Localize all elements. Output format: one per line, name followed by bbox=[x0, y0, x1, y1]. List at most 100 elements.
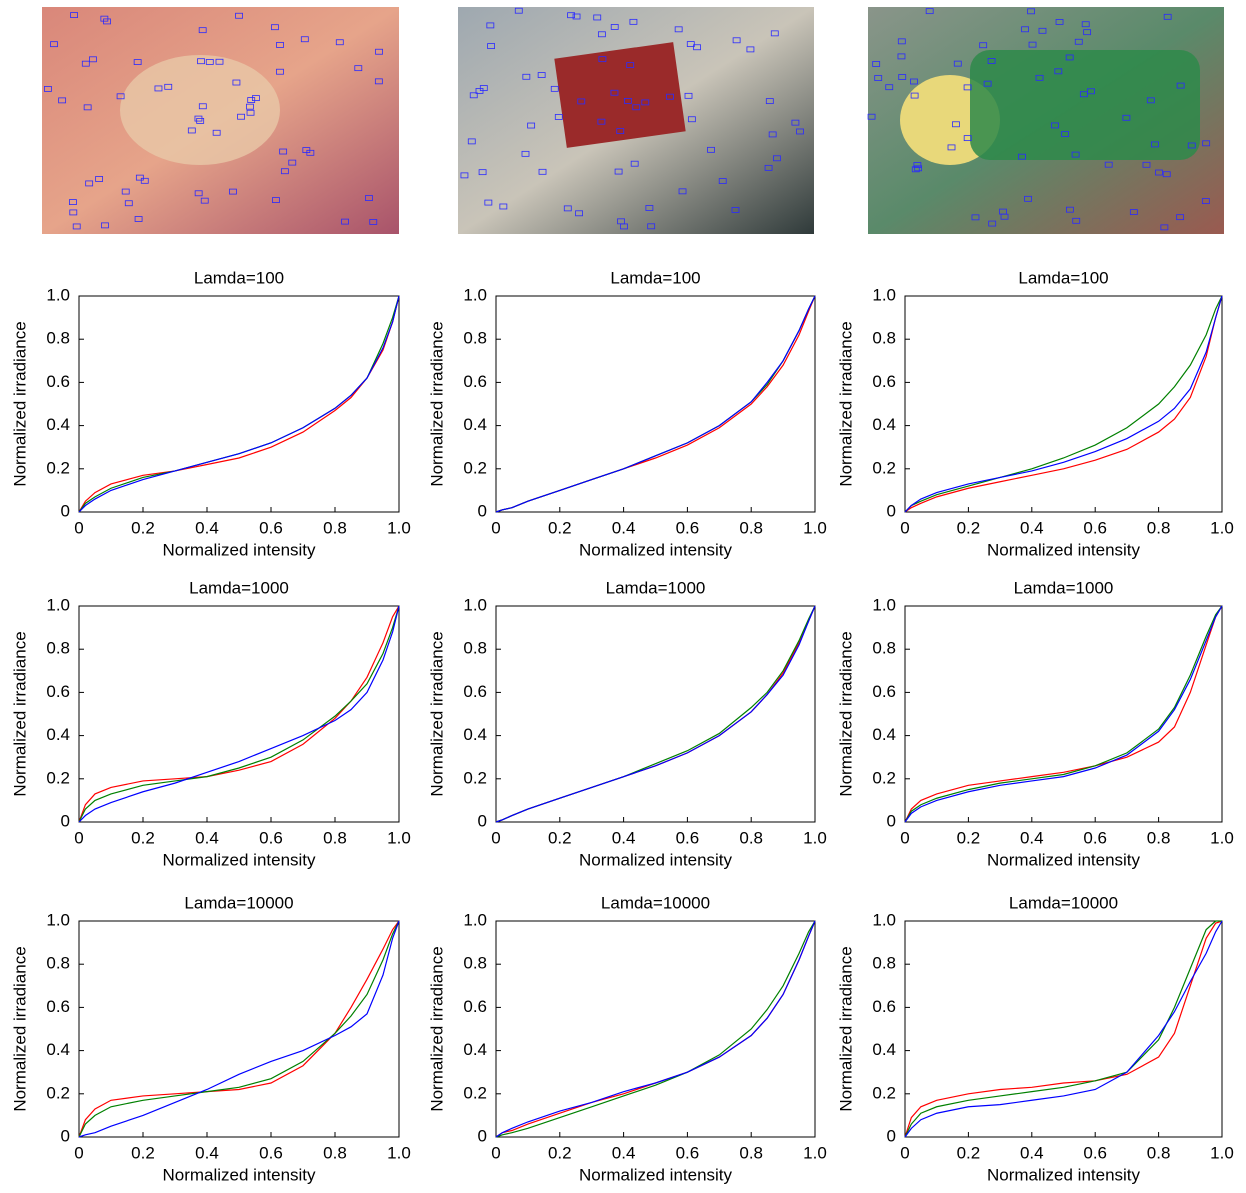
x-tick-label: 0.6 bbox=[259, 518, 283, 537]
feature-marker bbox=[610, 89, 619, 96]
feature-marker bbox=[1027, 8, 1035, 15]
feature-marker bbox=[645, 205, 654, 211]
y-tick-label: 0 bbox=[478, 1126, 487, 1145]
chart-title: Lamda=10000 bbox=[601, 893, 710, 912]
feature-marker bbox=[718, 178, 727, 184]
feature-marker bbox=[101, 222, 109, 229]
x-tick-label: 1.0 bbox=[803, 1143, 827, 1162]
feature-marker bbox=[765, 98, 774, 105]
y-tick-label: 0.6 bbox=[463, 372, 487, 391]
x-tick-label: 0.4 bbox=[1020, 518, 1044, 537]
feature-marker bbox=[773, 155, 781, 162]
feature-marker bbox=[1021, 26, 1029, 33]
feature-marker bbox=[768, 131, 777, 138]
feature-marker bbox=[246, 109, 255, 116]
y-tick-label: 0.8 bbox=[46, 329, 70, 348]
feature-marker bbox=[1054, 68, 1063, 75]
y-tick-label: 0 bbox=[887, 1126, 896, 1145]
feature-marker bbox=[538, 168, 547, 175]
feature-marker bbox=[469, 92, 478, 99]
x-tick-label: 0.4 bbox=[612, 828, 636, 847]
feature-marker bbox=[229, 188, 237, 195]
feature-marker bbox=[487, 43, 495, 49]
x-axis-label: Normalized intensity bbox=[579, 850, 733, 869]
x-tick-label: 0.8 bbox=[1147, 1143, 1171, 1162]
feature-marker bbox=[1083, 29, 1092, 36]
feature-marker bbox=[134, 216, 143, 222]
feature-marker bbox=[616, 128, 625, 135]
feature-marker bbox=[484, 199, 493, 206]
x-tick-label: 0.4 bbox=[1020, 828, 1044, 847]
chart-title: Lamda=100 bbox=[610, 268, 700, 287]
feature-marker bbox=[276, 42, 284, 48]
data-line bbox=[78, 605, 400, 823]
feature-marker bbox=[791, 119, 800, 126]
y-tick-label: 0.6 bbox=[46, 682, 70, 701]
x-tick-label: 0 bbox=[74, 1143, 83, 1162]
feature-marker bbox=[1176, 82, 1185, 89]
x-tick-label: 1.0 bbox=[387, 1143, 411, 1162]
feature-marker bbox=[154, 85, 163, 92]
feature-marker bbox=[341, 218, 349, 225]
plot-frame bbox=[904, 295, 1223, 513]
feature-marker bbox=[563, 205, 572, 212]
data-line bbox=[904, 605, 1223, 823]
x-tick-label: 0.4 bbox=[1020, 1143, 1044, 1162]
chart-title: Lamda=1000 bbox=[1014, 578, 1114, 597]
feature-marker bbox=[1065, 54, 1074, 61]
y-tick-label: 1.0 bbox=[46, 910, 70, 929]
data-line bbox=[78, 295, 400, 513]
x-tick-label: 0.6 bbox=[259, 828, 283, 847]
feature-marker bbox=[116, 93, 125, 100]
y-tick-label: 0.6 bbox=[46, 997, 70, 1016]
feature-marker bbox=[522, 73, 531, 80]
feature-marker bbox=[44, 86, 52, 92]
y-tick-label: 0.2 bbox=[463, 1083, 487, 1102]
feature-marker bbox=[988, 220, 997, 227]
feature-marker bbox=[1028, 41, 1037, 48]
x-tick-label: 0.2 bbox=[548, 828, 572, 847]
y-tick-label: 1.0 bbox=[872, 910, 896, 929]
y-tick-label: 0.8 bbox=[872, 954, 896, 973]
data-line bbox=[495, 920, 816, 1138]
feature-marker bbox=[987, 58, 996, 64]
feature-marker bbox=[687, 116, 696, 123]
data-line bbox=[904, 920, 1223, 1138]
y-tick-label: 0.4 bbox=[872, 415, 896, 434]
feature-marker bbox=[567, 12, 575, 19]
feature-marker bbox=[205, 59, 214, 65]
y-tick-label: 0.4 bbox=[463, 1040, 487, 1059]
feature-marker bbox=[925, 8, 934, 15]
x-tick-label: 0.8 bbox=[1147, 518, 1171, 537]
feature-marker bbox=[478, 169, 487, 176]
y-tick-label: 0.4 bbox=[872, 1040, 896, 1059]
feature-marker bbox=[197, 58, 205, 65]
data-line bbox=[495, 605, 816, 823]
x-tick-label: 0 bbox=[74, 518, 83, 537]
feature-marker bbox=[1202, 140, 1211, 147]
feature-marker bbox=[1151, 141, 1159, 148]
x-tick-label: 0.2 bbox=[131, 1143, 155, 1162]
feature-marker bbox=[614, 168, 623, 175]
feature-marker bbox=[1055, 19, 1064, 25]
data-line bbox=[495, 920, 816, 1138]
x-tick-label: 0.4 bbox=[612, 1143, 636, 1162]
feature-marker bbox=[369, 219, 378, 225]
feature-marker bbox=[215, 58, 224, 65]
chart: Lamda=10000 Normalized intensity Normalize… bbox=[10, 893, 410, 1184]
y-tick-label: 0 bbox=[61, 811, 70, 830]
feature-marker bbox=[550, 85, 559, 92]
plot-frame bbox=[495, 605, 816, 823]
y-tick-label: 0.8 bbox=[46, 639, 70, 658]
data-line bbox=[904, 920, 1223, 1138]
feature-marker bbox=[198, 27, 207, 34]
feature-marker bbox=[1079, 91, 1088, 98]
x-axis-label: Normalized intensity bbox=[987, 850, 1141, 869]
x-tick-label: 0.6 bbox=[676, 518, 700, 537]
chart: Lamda=10000 Normalized intensity Normalize… bbox=[836, 893, 1233, 1184]
feature-marker bbox=[1071, 151, 1080, 158]
data-line bbox=[904, 605, 1223, 823]
feature-marker bbox=[374, 78, 383, 85]
